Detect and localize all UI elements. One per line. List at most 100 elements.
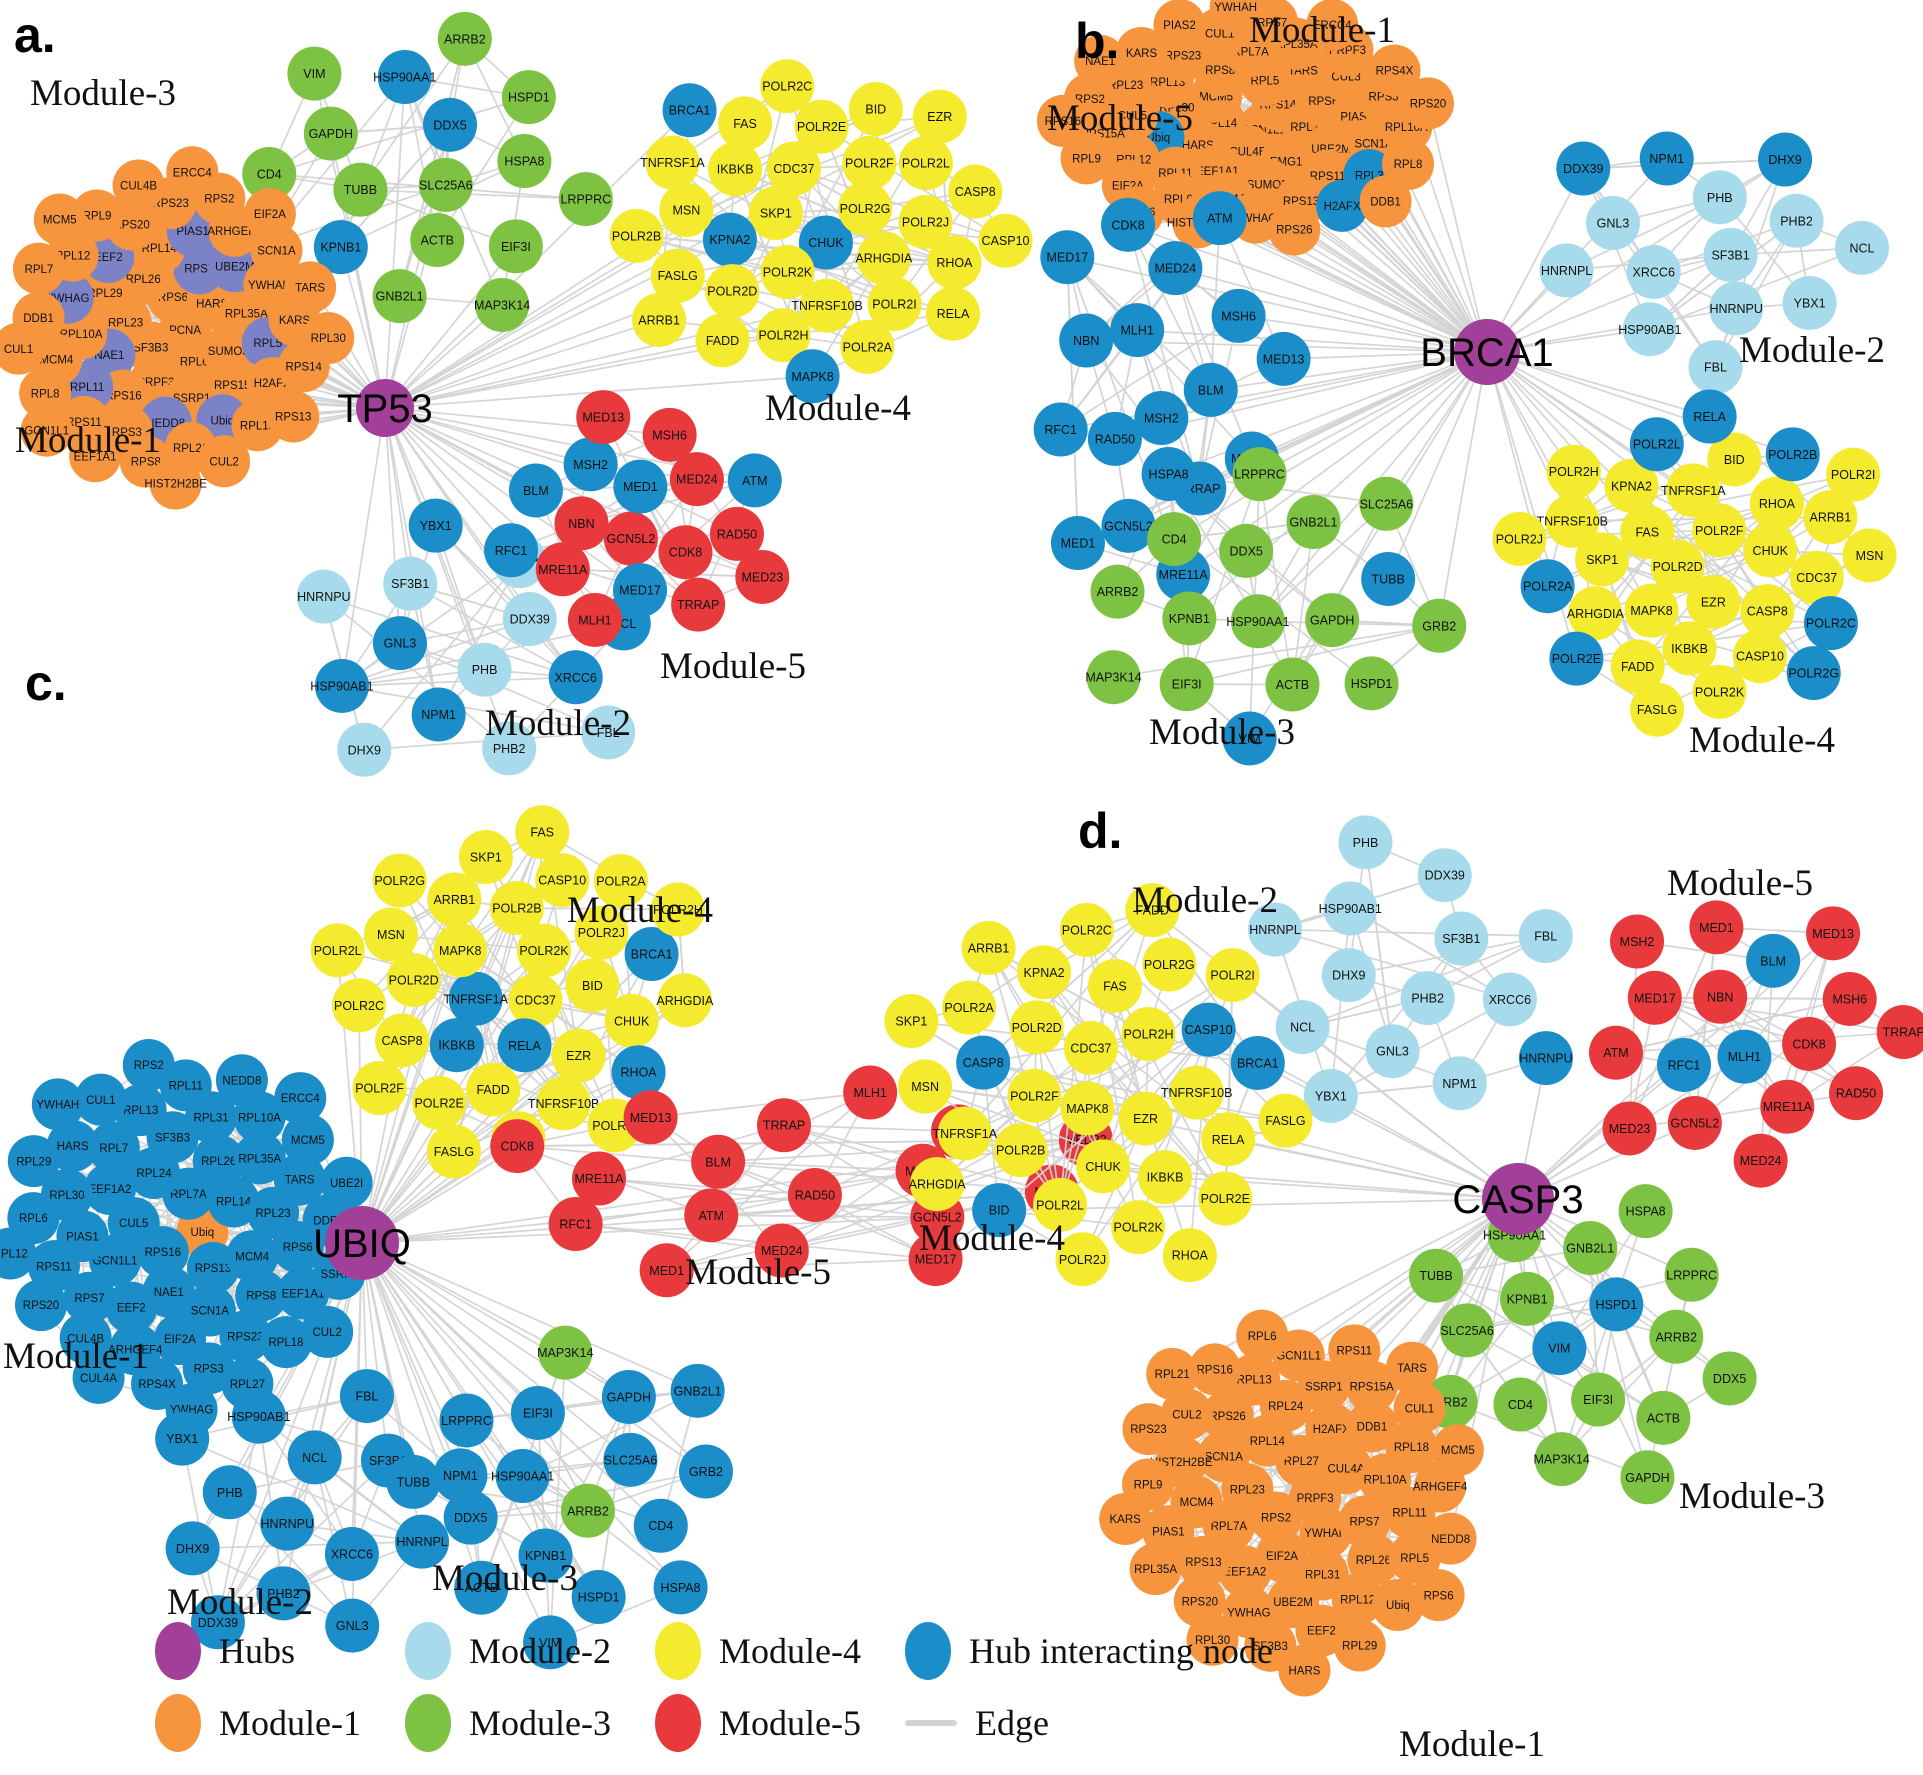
node-MED13[interactable]: MED13 bbox=[1806, 906, 1861, 961]
node-NBN[interactable]: NBN bbox=[1693, 969, 1748, 1024]
node-POLR2F[interactable]: POLR2F bbox=[1692, 503, 1747, 558]
node-RPL8[interactable]: RPL8 bbox=[1382, 138, 1435, 191]
node-CASP8[interactable]: CASP8 bbox=[948, 164, 1003, 219]
node-ATM[interactable]: ATM bbox=[1192, 191, 1247, 246]
node-EEF1A1[interactable]: EEF1A1 bbox=[69, 430, 122, 483]
node-MSN[interactable]: MSN bbox=[363, 907, 418, 962]
node-POLR2B[interactable]: POLR2B bbox=[489, 881, 544, 936]
node-TNFRSF10B[interactable]: TNFRSF10B bbox=[1536, 493, 1608, 548]
node-MED17[interactable]: MED17 bbox=[1040, 230, 1095, 285]
node-HSP90AB1[interactable]: HSP90AB1 bbox=[227, 1389, 290, 1444]
node-SKP1[interactable]: SKP1 bbox=[1575, 532, 1630, 587]
node-RPS23[interactable]: RPS23 bbox=[1122, 1403, 1175, 1456]
node-ARRB2[interactable]: ARRB2 bbox=[1649, 1309, 1704, 1364]
node-BID[interactable]: BID bbox=[848, 82, 903, 137]
node-SLC25A6[interactable]: SLC25A6 bbox=[603, 1432, 658, 1487]
node-POLR2A[interactable]: POLR2A bbox=[593, 854, 648, 909]
hub-node-BRCA1[interactable]: BRCA1 bbox=[1420, 319, 1554, 385]
node-ARHGDIA[interactable]: ARHGDIA bbox=[1567, 586, 1625, 641]
node-XRCC6[interactable]: XRCC6 bbox=[548, 650, 603, 705]
node-MLH1[interactable]: MLH1 bbox=[1717, 1029, 1772, 1084]
node-CD4[interactable]: CD4 bbox=[1493, 1377, 1548, 1432]
node-MRE11A[interactable]: MRE11A bbox=[572, 1151, 627, 1206]
node-FBL[interactable]: FBL bbox=[581, 705, 636, 760]
node-RPS16[interactable]: RPS16 bbox=[1188, 1343, 1241, 1396]
node-HSP90AA1[interactable]: HSP90AA1 bbox=[373, 50, 436, 105]
node-KARS[interactable]: KARS bbox=[1099, 1492, 1152, 1545]
node-ARRB2[interactable]: ARRB2 bbox=[437, 11, 492, 66]
node-MAP3K14[interactable]: MAP3K14 bbox=[474, 277, 530, 332]
node-SCN1A[interactable]: SCN1A bbox=[1197, 1430, 1250, 1483]
node-EZR[interactable]: EZR bbox=[912, 89, 967, 144]
node-DDX5[interactable]: DDX5 bbox=[423, 97, 478, 152]
node-HSPD1[interactable]: HSPD1 bbox=[1344, 656, 1399, 711]
node-NBN[interactable]: NBN bbox=[554, 496, 609, 551]
node-RPL13[interactable]: RPL13 bbox=[114, 1084, 167, 1137]
node-POLR2C[interactable]: POLR2C bbox=[1803, 596, 1858, 651]
node-MSN[interactable]: MSN bbox=[1842, 528, 1897, 583]
node-DDX39[interactable]: DDX39 bbox=[1417, 848, 1472, 903]
node-MSH2[interactable]: MSH2 bbox=[1134, 391, 1189, 446]
node-CASP8[interactable]: CASP8 bbox=[1740, 584, 1795, 639]
node-RPS8[interactable]: RPS8 bbox=[235, 1269, 288, 1322]
node-HNRNPL[interactable]: HNRNPL bbox=[1247, 902, 1302, 957]
node-RPL29[interactable]: RPL29 bbox=[1333, 1619, 1386, 1672]
node-RPL13[interactable]: RPL13 bbox=[1228, 1353, 1281, 1406]
node-MLH1[interactable]: MLH1 bbox=[843, 1065, 898, 1120]
node-CUL1[interactable]: CUL1 bbox=[1393, 1382, 1446, 1435]
node-TARS[interactable]: TARS bbox=[284, 261, 337, 314]
node-RELA[interactable]: RELA bbox=[1201, 1112, 1256, 1167]
node-FAS[interactable]: FAS bbox=[718, 96, 773, 151]
node-GRB2[interactable]: GRB2 bbox=[678, 1444, 733, 1499]
node-ATM[interactable]: ATM bbox=[1588, 1025, 1643, 1080]
node-RPL18[interactable]: RPL18 bbox=[259, 1316, 312, 1369]
node-POLR2D[interactable]: POLR2D bbox=[1009, 1000, 1064, 1055]
node-POLR2I[interactable]: POLR2I bbox=[1826, 447, 1881, 502]
node-HSP90AA1[interactable]: HSP90AA1 bbox=[491, 1449, 554, 1504]
node-BRCA1[interactable]: BRCA1 bbox=[624, 927, 679, 982]
node-BRCA1[interactable]: BRCA1 bbox=[662, 83, 717, 138]
node-NAE1[interactable]: NAE1 bbox=[1074, 34, 1127, 87]
node-CHUK[interactable]: CHUK bbox=[798, 215, 853, 270]
node-TNFRSF10B[interactable]: TNFRSF10B bbox=[528, 1076, 600, 1131]
node-HSPD1[interactable]: HSPD1 bbox=[1589, 1277, 1644, 1332]
node-GNL3[interactable]: GNL3 bbox=[1365, 1024, 1420, 1079]
node-TUBB[interactable]: TUBB bbox=[386, 1454, 441, 1509]
node-CDC37[interactable]: CDC37 bbox=[508, 973, 563, 1028]
node-RPL18[interactable]: RPL18 bbox=[1385, 1421, 1438, 1474]
node-FADD[interactable]: FADD bbox=[1610, 639, 1665, 694]
node-POLR2H[interactable]: POLR2H bbox=[650, 882, 705, 937]
node-RFC1[interactable]: RFC1 bbox=[548, 1197, 603, 1252]
node-RHOA[interactable]: RHOA bbox=[1749, 476, 1804, 531]
node-RPL29[interactable]: RPL29 bbox=[7, 1135, 60, 1188]
node-UBE2I[interactable]: UBE2I bbox=[320, 1156, 373, 1209]
node-EZR[interactable]: EZR bbox=[1686, 574, 1741, 629]
node-POLR2E[interactable]: POLR2E bbox=[1549, 631, 1604, 686]
node-MAPK8[interactable]: MAPK8 bbox=[433, 923, 488, 978]
hub-node-CASP3[interactable]: CASP3 bbox=[1452, 1163, 1584, 1235]
node-CASP8[interactable]: CASP8 bbox=[956, 1035, 1011, 1090]
node-MSN[interactable]: MSN bbox=[898, 1059, 953, 1114]
node-SLC25A6[interactable]: SLC25A6 bbox=[418, 157, 473, 212]
node-PIAS2[interactable]: PIAS2 bbox=[1153, 0, 1206, 52]
node-POLR2G[interactable]: POLR2G bbox=[838, 181, 893, 236]
node-MAPK8[interactable]: MAPK8 bbox=[785, 349, 840, 404]
node-NEDD8[interactable]: NEDD8 bbox=[215, 1054, 268, 1107]
node-POLR2F[interactable]: POLR2F bbox=[842, 135, 897, 190]
node-DDX5[interactable]: DDX5 bbox=[1702, 1351, 1757, 1406]
node-MED1[interactable]: MED1 bbox=[1050, 516, 1105, 571]
node-CHUK[interactable]: CHUK bbox=[1743, 523, 1798, 578]
node-RELA[interactable]: RELA bbox=[497, 1018, 552, 1073]
node-MSH6[interactable]: MSH6 bbox=[642, 407, 697, 462]
node-HSPA8[interactable]: HSPA8 bbox=[1618, 1184, 1673, 1239]
node-YBX1[interactable]: YBX1 bbox=[1782, 275, 1837, 330]
node-EIF3I[interactable]: EIF3I bbox=[1571, 1372, 1626, 1427]
node-KARS[interactable]: KARS bbox=[1115, 26, 1168, 79]
node-ACTB[interactable]: ACTB bbox=[1265, 657, 1320, 712]
node-RPS13[interactable]: RPS13 bbox=[186, 1242, 239, 1295]
node-CUL4A[interactable]: CUL4A bbox=[72, 1351, 125, 1404]
node-RPL26[interactable]: RPL26 bbox=[192, 1134, 245, 1187]
node-POLR2C[interactable]: POLR2C bbox=[760, 59, 815, 114]
node-POLR2H[interactable]: POLR2H bbox=[1546, 444, 1601, 499]
node-PHB2[interactable]: PHB2 bbox=[1769, 193, 1824, 248]
